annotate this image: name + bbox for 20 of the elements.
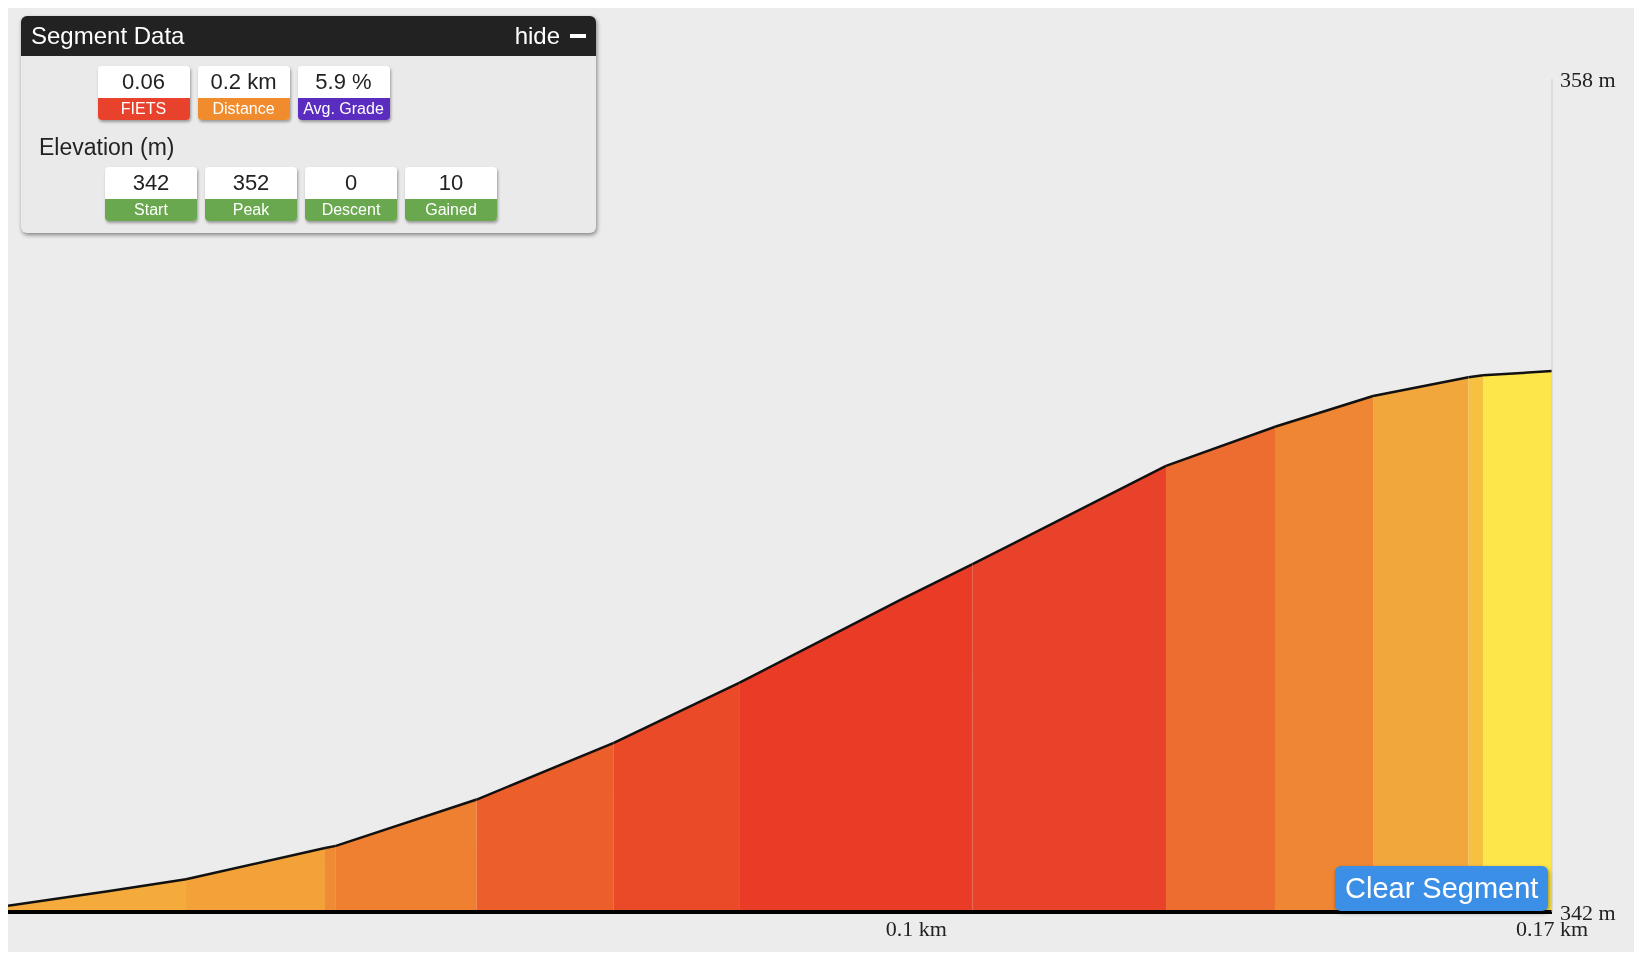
annotation: Distance [197, 98, 290, 120]
annotation: 0.2 km [197, 66, 290, 98]
annotation: Start [105, 199, 197, 221]
annotation: Peak [205, 199, 297, 221]
annotation: FIETS [97, 98, 190, 120]
annotation: 342 [105, 167, 197, 199]
x-tick-label: 0.1 km [885, 915, 947, 941]
text: hide [514, 22, 560, 49]
annotation: 0 [305, 167, 397, 199]
annotation: Elevation (m) [39, 134, 176, 161]
annotation: 0.06 [97, 66, 190, 98]
annotation: Descent [305, 199, 397, 221]
annotation: 5.9 % [297, 66, 390, 98]
clear-button: Clear Segment [1335, 866, 1549, 911]
y-tick-label: 358 m [1560, 66, 1616, 92]
annotation: Gained [405, 199, 497, 221]
chart-title: Segment Data [31, 22, 185, 50]
annotation: Avg. Grade [297, 98, 390, 120]
annotation: 352 [205, 167, 297, 199]
annotation: 10 [405, 167, 497, 199]
